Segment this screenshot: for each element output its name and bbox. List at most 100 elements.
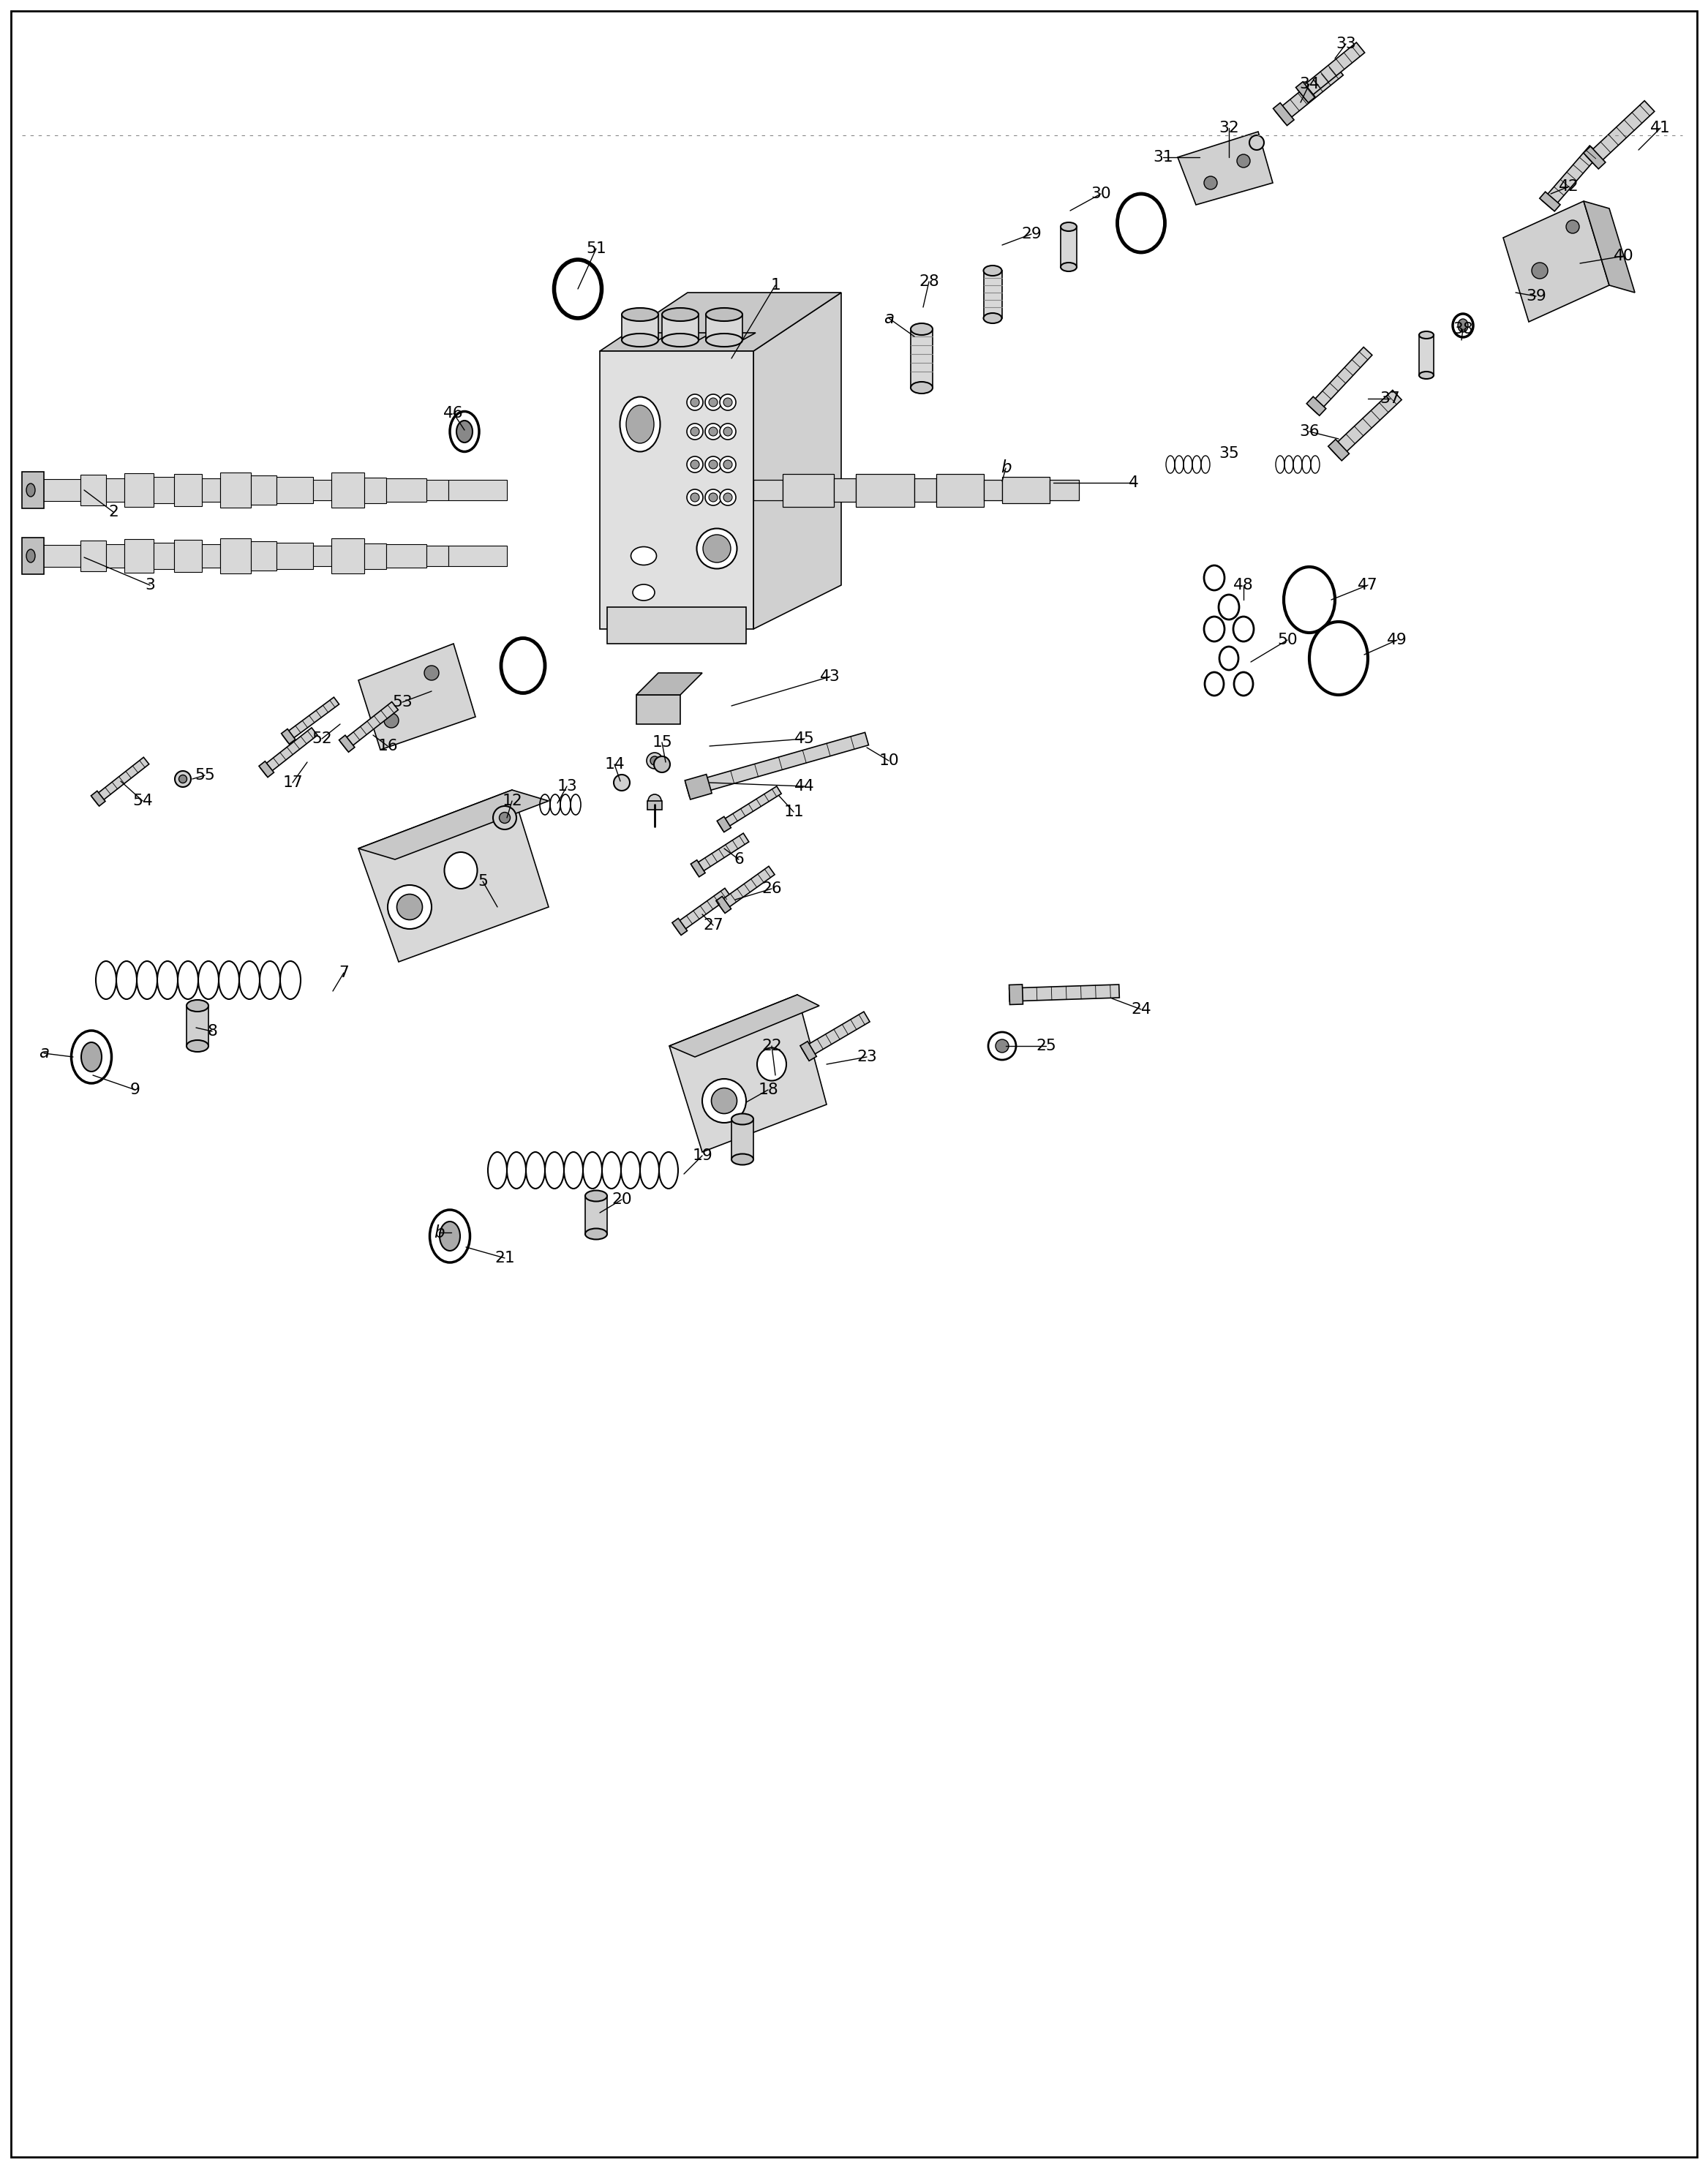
Polygon shape [716, 895, 731, 913]
Ellipse shape [663, 308, 699, 321]
Ellipse shape [711, 1088, 736, 1114]
Ellipse shape [1237, 154, 1250, 167]
Ellipse shape [622, 308, 658, 321]
Ellipse shape [719, 423, 736, 440]
Text: 18: 18 [758, 1082, 779, 1097]
Bar [1050, 479, 1079, 501]
Text: 40: 40 [1614, 249, 1635, 262]
Polygon shape [1331, 390, 1402, 457]
Ellipse shape [82, 1043, 102, 1071]
Ellipse shape [705, 334, 743, 347]
Ellipse shape [424, 666, 439, 681]
Ellipse shape [709, 460, 717, 468]
Polygon shape [690, 861, 705, 876]
Bar [984, 479, 1003, 501]
Text: 50: 50 [1278, 633, 1298, 648]
Ellipse shape [1454, 314, 1474, 338]
Bar [202, 544, 220, 568]
Bar [936, 475, 984, 507]
Polygon shape [1329, 440, 1349, 460]
Polygon shape [600, 293, 842, 351]
Text: 27: 27 [704, 917, 724, 932]
Ellipse shape [26, 483, 36, 496]
Polygon shape [637, 696, 680, 724]
Text: 33: 33 [1336, 37, 1356, 52]
Bar [914, 479, 936, 501]
Ellipse shape [1419, 371, 1433, 379]
Polygon shape [637, 672, 702, 696]
Text: 13: 13 [557, 778, 577, 793]
Ellipse shape [984, 264, 1003, 275]
Polygon shape [717, 817, 731, 833]
Polygon shape [282, 698, 340, 741]
Ellipse shape [1459, 319, 1469, 332]
Polygon shape [705, 334, 755, 340]
Text: 17: 17 [282, 776, 302, 789]
Text: 8: 8 [207, 1023, 217, 1038]
Bar [154, 542, 174, 568]
Text: 11: 11 [784, 804, 804, 820]
Bar [277, 542, 313, 568]
Ellipse shape [26, 549, 36, 562]
Ellipse shape [690, 399, 699, 408]
Polygon shape [340, 702, 398, 750]
Text: 14: 14 [605, 757, 625, 772]
Ellipse shape [439, 1221, 459, 1251]
Polygon shape [1539, 191, 1559, 210]
Bar [251, 542, 277, 570]
Text: 2: 2 [108, 505, 118, 520]
Text: 3: 3 [145, 579, 155, 592]
Text: 26: 26 [762, 882, 782, 895]
Ellipse shape [586, 1190, 606, 1201]
Text: 44: 44 [794, 778, 815, 793]
Ellipse shape [704, 535, 731, 562]
Text: 24: 24 [1131, 1002, 1151, 1017]
Polygon shape [1296, 82, 1315, 102]
Polygon shape [1307, 397, 1325, 416]
Polygon shape [1308, 347, 1372, 414]
Ellipse shape [996, 1038, 1009, 1051]
Polygon shape [359, 644, 475, 750]
Text: 16: 16 [377, 739, 398, 754]
Ellipse shape [72, 1030, 111, 1084]
Bar [386, 479, 427, 501]
Bar [647, 800, 663, 809]
Ellipse shape [396, 893, 422, 919]
Bar [1003, 477, 1050, 503]
Bar [427, 479, 449, 501]
Text: 35: 35 [1220, 447, 1238, 462]
Bar [449, 546, 507, 566]
Ellipse shape [179, 774, 186, 783]
Bar [782, 475, 834, 507]
Polygon shape [1179, 132, 1272, 204]
Bar [106, 479, 125, 501]
Text: 37: 37 [1380, 390, 1401, 405]
Ellipse shape [586, 1229, 606, 1240]
Polygon shape [1276, 63, 1342, 124]
Text: 49: 49 [1387, 633, 1407, 648]
Bar [856, 475, 914, 507]
Polygon shape [340, 735, 355, 752]
Ellipse shape [388, 885, 432, 928]
Text: 45: 45 [794, 731, 815, 746]
Polygon shape [670, 995, 827, 1151]
Ellipse shape [1249, 134, 1264, 150]
Ellipse shape [654, 757, 670, 772]
Polygon shape [717, 867, 775, 911]
Ellipse shape [687, 490, 704, 505]
Ellipse shape [705, 423, 721, 440]
Bar [277, 477, 313, 503]
Text: 31: 31 [1153, 150, 1173, 165]
Bar [331, 538, 364, 575]
Ellipse shape [630, 546, 656, 566]
Bar [174, 475, 202, 505]
Bar [731, 1119, 753, 1160]
Polygon shape [692, 833, 748, 874]
Ellipse shape [494, 806, 516, 830]
Text: a: a [39, 1045, 50, 1062]
Polygon shape [663, 334, 712, 340]
Ellipse shape [709, 492, 717, 501]
Bar [313, 479, 331, 501]
Bar [705, 314, 743, 340]
Ellipse shape [1061, 223, 1076, 232]
